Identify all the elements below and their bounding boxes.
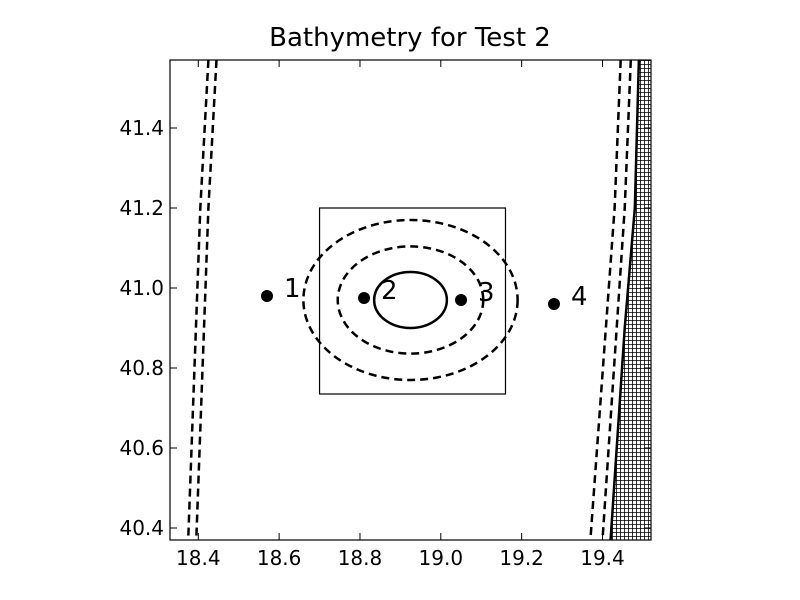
y-axis: 40.4 40.6 40.8 41.0 41.2 41.4 [119, 116, 651, 540]
station-label-2: 2 [381, 276, 398, 306]
right-contour-2 [601, 60, 633, 540]
station-label-1: 1 [284, 274, 301, 304]
x-axis: 18.4 18.6 18.8 19.0 19.2 19.4 [176, 60, 625, 570]
station-markers: 1 2 3 4 [261, 274, 588, 312]
y-tick-label: 40.4 [119, 516, 164, 540]
seamount-contour-3 [372, 270, 449, 330]
x-tick-label: 19.2 [499, 546, 544, 570]
plot-area [186, 60, 651, 540]
right-contour-1 [589, 60, 622, 540]
axes-frame [169, 59, 652, 541]
y-tick-label: 40.6 [119, 436, 164, 460]
station-marker-4 [547, 298, 560, 310]
chart-title: Bathymetry for Test 2 [269, 23, 551, 53]
y-tick-label: 41.2 [119, 196, 164, 220]
station-label-3: 3 [478, 278, 495, 308]
x-tick-label: 19.4 [580, 546, 625, 570]
land-region [610, 60, 651, 540]
station-marker-2 [358, 292, 371, 304]
x-tick-label: 18.8 [338, 546, 383, 570]
left-contour-1 [186, 60, 210, 540]
station-marker-1 [261, 290, 274, 302]
right-contour-3 [609, 60, 641, 540]
y-tick-label: 41.4 [119, 116, 164, 140]
x-tick-label: 18.6 [257, 546, 302, 570]
station-marker-3 [455, 294, 468, 306]
seamount-contour-1 [302, 218, 519, 382]
seamount-contour-2 [336, 245, 485, 355]
station-label-4: 4 [571, 282, 588, 312]
refinement-box [318, 207, 507, 395]
y-tick-label: 40.8 [119, 356, 164, 380]
left-contour-2 [195, 60, 218, 540]
y-tick-label: 41.0 [119, 276, 164, 300]
x-tick-label: 19.0 [419, 546, 464, 570]
x-tick-label: 18.4 [176, 546, 221, 570]
